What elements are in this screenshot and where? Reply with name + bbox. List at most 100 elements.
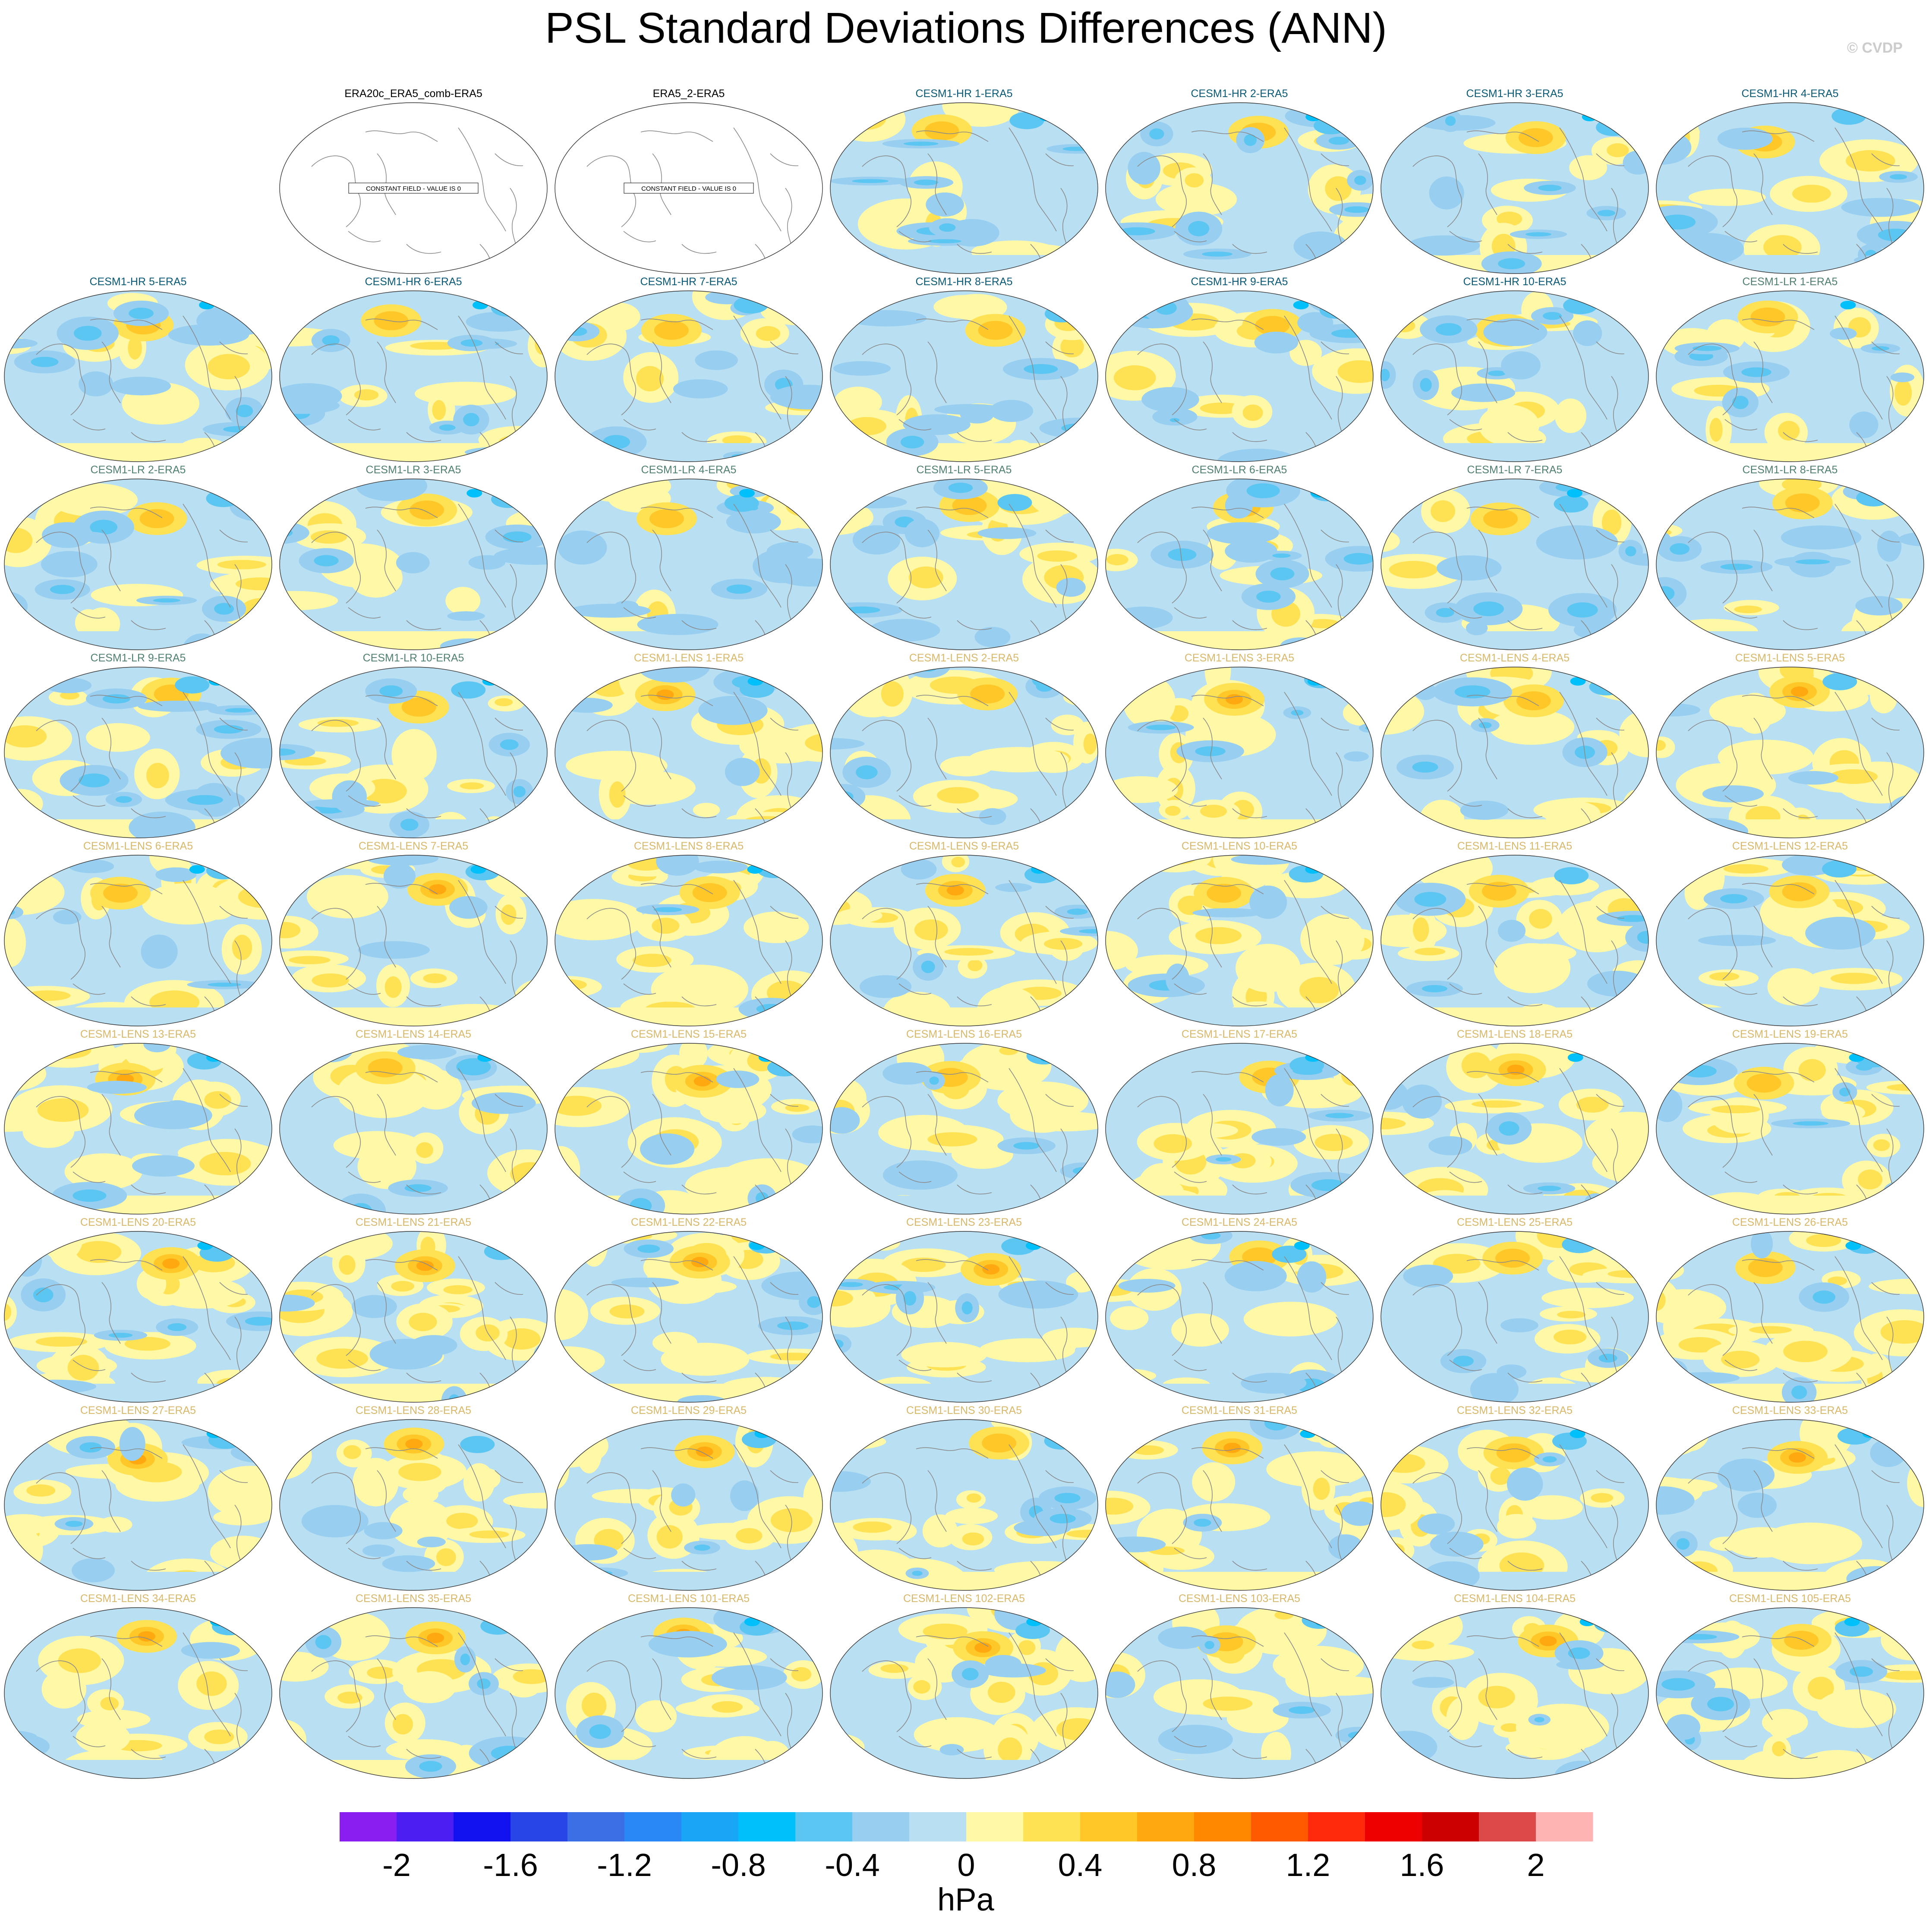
map-contour-plot <box>1380 1043 1649 1215</box>
map-contour-plot: CONSTANT FIELD - VALUE IS 0 <box>555 102 823 274</box>
constant-field-note: CONSTANT FIELD - VALUE IS 0 <box>366 185 461 192</box>
map-panel: CESM1-LENS 22-ERA5 <box>552 1215 825 1403</box>
map-panel-title: CESM1-LENS 12-ERA5 <box>1732 840 1848 852</box>
map-panel-title: CESM1-LENS 8-ERA5 <box>633 840 744 852</box>
map-panel-title: CESM1-LR 6-ERA5 <box>1191 464 1287 476</box>
map-contour-plot: CONSTANT FIELD - VALUE IS 0 <box>279 102 548 274</box>
map-contour-plot <box>830 102 1098 274</box>
map-contour-plot <box>4 1419 272 1591</box>
map-panel-title: CESM1-LENS 16-ERA5 <box>906 1028 1022 1040</box>
colorbar-swatch <box>1194 1812 1251 1841</box>
map-panel: CESM1-LENS 8-ERA5 <box>552 839 825 1027</box>
map-contour-plot <box>1656 478 1924 650</box>
map-contour-plot <box>830 1231 1098 1403</box>
map-panel-title: CESM1-LR 4-ERA5 <box>641 464 737 476</box>
map-contour-plot <box>1380 102 1649 274</box>
figure-title: PSL Standard Deviations Differences (ANN… <box>545 4 1387 52</box>
map-panel-title: CESM1-LR 7-ERA5 <box>1467 464 1563 476</box>
map-panel: CESM1-LENS 17-ERA5 <box>1103 1027 1376 1215</box>
map-panel-title: CESM1-LENS 14-ERA5 <box>355 1028 472 1040</box>
map-panel: CESM1-LENS 3-ERA5 <box>1103 651 1376 839</box>
map-contour-plot <box>1656 290 1924 462</box>
map-panel: CESM1-HR 6-ERA5 <box>277 274 550 463</box>
map-contour-plot <box>279 1607 548 1779</box>
map-contour-plot <box>830 290 1098 462</box>
colorbar-swatch <box>681 1812 739 1841</box>
map-panel-title: CESM1-LENS 27-ERA5 <box>80 1404 196 1416</box>
map-panel: CESM1-LENS 33-ERA5 <box>1654 1403 1926 1591</box>
map-panel: CESM1-LR 9-ERA5 <box>2 651 274 839</box>
map-contour-plot <box>1656 1231 1924 1403</box>
map-panel: CESM1-LR 6-ERA5 <box>1103 463 1376 651</box>
map-panel-title: CESM1-LENS 101-ERA5 <box>627 1593 750 1605</box>
map-panel-title: CESM1-LENS 20-ERA5 <box>80 1216 196 1228</box>
colorbar-swatch <box>1137 1812 1194 1841</box>
map-panel: CESM1-LENS 7-ERA5 <box>277 839 550 1027</box>
map-panel-title: CESM1-LENS 7-ERA5 <box>358 840 469 852</box>
map-panel: CESM1-LENS 28-ERA5 <box>277 1403 550 1591</box>
map-panel-title: CESM1-HR 7-ERA5 <box>640 276 738 288</box>
map-panel: CESM1-LENS 102-ERA5 <box>828 1591 1100 1779</box>
map-contour-plot <box>830 667 1098 838</box>
map-panel: CESM1-LENS 2-ERA5 <box>828 651 1100 839</box>
map-panel-title: CESM1-HR 9-ERA5 <box>1191 276 1288 288</box>
map-contour-plot <box>1105 290 1374 462</box>
map-panel-title: ERA20c_ERA5_comb-ERA5 <box>344 88 482 100</box>
map-panel-title: CESM1-LR 5-ERA5 <box>916 464 1012 476</box>
map-panel-title: CESM1-LR 10-ERA5 <box>362 652 464 664</box>
map-panel: CESM1-LENS 9-ERA5 <box>828 839 1100 1027</box>
map-panel: CESM1-LENS 15-ERA5 <box>552 1027 825 1215</box>
map-panel: CESM1-LENS 27-ERA5 <box>2 1403 274 1591</box>
map-panel-title: CESM1-LENS 22-ERA5 <box>630 1216 747 1228</box>
map-contour-plot <box>1380 290 1649 462</box>
map-panel-title: CESM1-LENS 35-ERA5 <box>355 1593 472 1605</box>
colorbar-swatch <box>511 1812 568 1841</box>
map-panel: CESM1-HR 1-ERA5 <box>828 86 1100 274</box>
map-panel-title: CESM1-LENS 18-ERA5 <box>1456 1028 1573 1040</box>
map-contour-plot <box>1380 667 1649 838</box>
map-contour-plot <box>4 478 272 650</box>
map-panel: CESM1-LENS 35-ERA5 <box>277 1591 550 1779</box>
map-panel-title: CESM1-LENS 1-ERA5 <box>633 652 744 664</box>
map-panel-title: CESM1-LENS 10-ERA5 <box>1181 840 1298 852</box>
map-panel: CESM1-LENS 14-ERA5 <box>277 1027 550 1215</box>
map-panel-title: CESM1-LENS 23-ERA5 <box>906 1216 1022 1228</box>
colorbar-tick-label: -1.6 <box>483 1847 538 1883</box>
map-contour-plot <box>279 290 548 462</box>
colorbar-swatch <box>795 1812 853 1841</box>
map-panel-title: CESM1-LENS 29-ERA5 <box>630 1404 747 1416</box>
map-panel: CESM1-LENS 19-ERA5 <box>1654 1027 1926 1215</box>
map-contour-plot <box>830 1043 1098 1215</box>
map-contour-plot <box>279 1419 548 1591</box>
map-panel-title: CESM1-HR 2-ERA5 <box>1191 88 1288 100</box>
map-panel-title: CESM1-HR 1-ERA5 <box>915 88 1013 100</box>
colorbar-swatch <box>1422 1812 1479 1841</box>
map-panel: CESM1-LENS 5-ERA5 <box>1654 651 1926 839</box>
map-panel-title: CESM1-LENS 103-ERA5 <box>1178 1593 1301 1605</box>
map-panel: CESM1-LENS 18-ERA5 <box>1378 1027 1651 1215</box>
map-contour-plot <box>4 1043 272 1215</box>
map-panel: CESM1-LENS 10-ERA5 <box>1103 839 1376 1027</box>
map-contour-plot <box>279 855 548 1026</box>
map-contour-plot <box>1105 855 1374 1026</box>
map-panel-title: CESM1-LR 3-ERA5 <box>366 464 461 476</box>
colorbar-tick-label: 1.2 <box>1286 1847 1330 1883</box>
map-contour-plot <box>279 1231 548 1403</box>
map-panel: CESM1-LENS 11-ERA5 <box>1378 839 1651 1027</box>
map-contour-plot <box>830 855 1098 1026</box>
colorbar-tick-label: 0.4 <box>1058 1847 1103 1883</box>
map-contour-plot <box>555 478 823 650</box>
map-panel-title: CESM1-LENS 3-ERA5 <box>1184 652 1295 664</box>
map-contour-plot <box>830 1419 1098 1591</box>
map-panel: CESM1-LR 8-ERA5 <box>1654 463 1926 651</box>
map-panel: CESM1-LENS 103-ERA5 <box>1103 1591 1376 1779</box>
map-panel-title: CESM1-LENS 28-ERA5 <box>355 1404 472 1416</box>
map-contour-plot <box>1105 1419 1374 1591</box>
map-contour-plot <box>1105 478 1374 650</box>
map-panel: CESM1-HR 4-ERA5 <box>1654 86 1926 274</box>
map-panel-title: CESM1-LENS 34-ERA5 <box>80 1593 196 1605</box>
colorbar-swatch <box>909 1812 967 1841</box>
map-panel: CESM1-LENS 29-ERA5 <box>552 1403 825 1591</box>
colorbar-swatch <box>966 1812 1024 1841</box>
map-panel: CESM1-LENS 104-ERA5 <box>1378 1591 1651 1779</box>
